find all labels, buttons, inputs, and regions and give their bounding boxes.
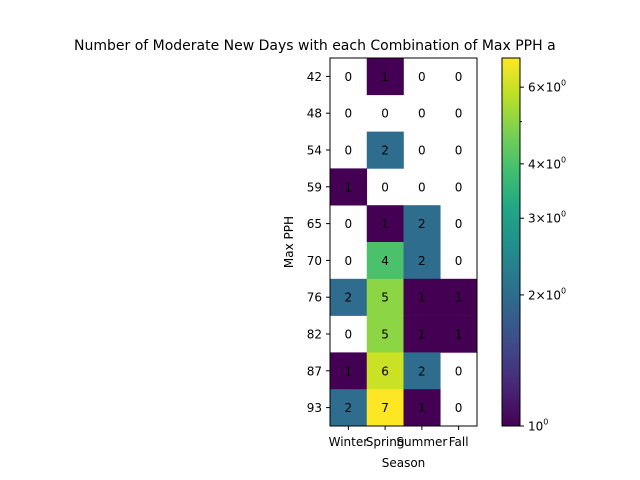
heatmap-cell <box>366 131 404 169</box>
colorbar-tick-label: 100 <box>528 418 548 434</box>
heatmap-cell <box>366 58 404 96</box>
cell-value-label: 2 <box>381 144 389 158</box>
heatmap-cell <box>366 389 404 427</box>
cell-value-label: 1 <box>345 364 353 378</box>
heatmap-cell <box>440 315 478 353</box>
heatmap-cell <box>330 352 368 390</box>
y-tick-label: 87 <box>307 364 322 378</box>
cell-value-label: 1 <box>418 401 426 415</box>
heatmap-cell <box>330 168 368 206</box>
cell-value-label: 0 <box>345 254 353 268</box>
cell-value-label: 0 <box>455 401 463 415</box>
cell-value-label: 5 <box>381 328 389 342</box>
cell-value-label: 0 <box>345 70 353 84</box>
cell-value-label: 4 <box>381 254 389 268</box>
cell-value-label: 1 <box>345 180 353 194</box>
heatmap-cell <box>366 242 404 280</box>
cell-value-label: 0 <box>418 180 426 194</box>
cell-value-label: 0 <box>455 107 463 121</box>
cell-value-label: 0 <box>455 144 463 158</box>
cell-value-label: 0 <box>455 254 463 268</box>
heatmap-cell <box>403 278 441 316</box>
cell-value-label: 0 <box>455 217 463 231</box>
x-tick-label: Fall <box>449 435 469 449</box>
chart-title: Number of Moderate New Days with each Co… <box>74 38 556 54</box>
cell-value-label: 1 <box>455 328 463 342</box>
cell-value-label: 0 <box>381 107 389 121</box>
y-tick-label: 76 <box>307 291 322 305</box>
y-tick-label: 59 <box>307 180 322 194</box>
heatmap-cells <box>330 58 478 427</box>
cell-value-label: 2 <box>345 401 353 415</box>
heatmap-cell <box>403 242 441 280</box>
heatmap-cell <box>366 315 404 353</box>
cell-value-label: 2 <box>418 254 426 268</box>
cell-value-label: 0 <box>455 70 463 84</box>
cell-value-label: 1 <box>455 291 463 305</box>
cell-value-label: 7 <box>381 401 389 415</box>
heatmap-cell <box>403 315 441 353</box>
heatmap-cell <box>403 352 441 390</box>
cell-value-label: 1 <box>381 70 389 84</box>
y-tick-label: 70 <box>307 254 322 268</box>
cell-value-label: 1 <box>418 328 426 342</box>
heatmap-cell <box>330 389 368 427</box>
colorbar-tick-label: 2×100 <box>528 286 566 302</box>
heatmap-cell <box>330 278 368 316</box>
x-tick-label: Winter <box>329 435 369 449</box>
cell-value-label: 0 <box>345 107 353 121</box>
cell-value-label: 6 <box>381 364 389 378</box>
heatmap-cell <box>403 389 441 427</box>
heatmap-cell <box>366 352 404 390</box>
cell-value-label: 0 <box>381 180 389 194</box>
y-tick-label: 65 <box>307 217 322 231</box>
cell-value-label: 5 <box>381 291 389 305</box>
y-axis-label: Max PPH <box>282 216 296 268</box>
cell-value-label: 1 <box>381 217 389 231</box>
cell-value-label: 0 <box>418 70 426 84</box>
colorbar-tick-label: 3×100 <box>528 210 566 226</box>
colorbar-tick-label: 6×100 <box>528 79 566 95</box>
plot-frame <box>329 57 478 427</box>
cell-value-label: 2 <box>418 364 426 378</box>
y-tick-label: 82 <box>307 328 322 342</box>
heatmap-cell <box>366 278 404 316</box>
heatmap-cell <box>403 205 441 243</box>
y-tick-label: 48 <box>307 107 322 121</box>
cell-value-label: 0 <box>455 180 463 194</box>
heatmap-cell-labels: 0 1 0 0 0 0 0 0 0 2 0 0 1 0 0 0 0 1 2 0 0 4 2 0 2 5 1 1 0 5 1 1 1 6 2 0 2 7 1 0 <box>345 70 463 415</box>
y-tick-label: 54 <box>307 144 322 158</box>
heatmap-cell <box>440 278 478 316</box>
colorbar-gradient <box>501 57 521 427</box>
cell-value-label: 0 <box>345 217 353 231</box>
cell-value-label: 0 <box>418 107 426 121</box>
cell-value-label: 0 <box>418 144 426 158</box>
colorbar: 100 2×100 3×100 4×100 6×100 <box>501 57 566 434</box>
y-axis-ticks: 42 48 54 59 65 70 76 82 87 93 <box>307 70 330 415</box>
heatmap-cell <box>366 205 404 243</box>
cell-value-label: 0 <box>345 144 353 158</box>
x-tick-label: Spring <box>366 435 405 449</box>
cell-value-label: 2 <box>418 217 426 231</box>
y-tick-label: 93 <box>307 401 322 415</box>
cell-value-label: 0 <box>345 328 353 342</box>
cell-value-label: 0 <box>455 364 463 378</box>
y-tick-label: 42 <box>307 70 322 84</box>
colorbar-ticks: 100 2×100 3×100 4×100 6×100 <box>520 79 566 434</box>
x-tick-label: Summer <box>396 435 447 449</box>
cell-value-label: 1 <box>418 291 426 305</box>
x-axis-label: Season <box>382 456 426 470</box>
colorbar-tick-label: 4×100 <box>528 155 566 171</box>
cell-value-label: 2 <box>345 291 353 305</box>
